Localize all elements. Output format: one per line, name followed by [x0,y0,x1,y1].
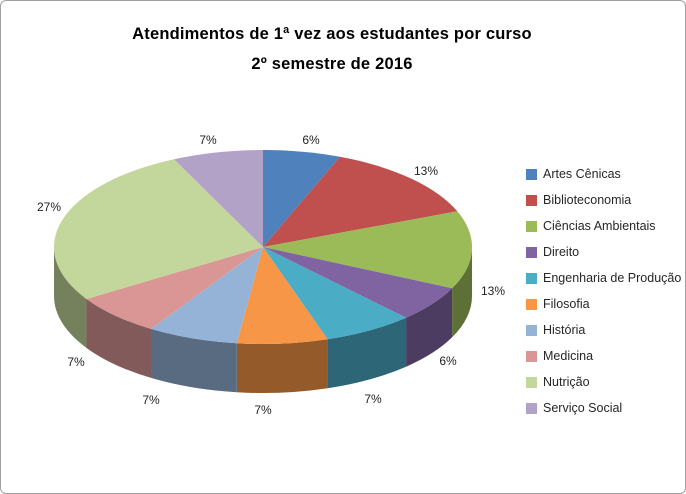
legend-swatch-servico-social [526,402,537,414]
legend-label: História [543,323,586,337]
pie-slice-filosofia[interactable] [236,247,328,345]
pie-slice-biblioteconomia[interactable] [263,156,458,247]
pie-slice-direito[interactable] [263,247,453,318]
pie-slice-ciencias-ambientais-side[interactable] [452,247,472,338]
chart-title-line2: 2º semestre de 2016 [251,55,413,73]
pie-slice-ciencias-ambientais[interactable] [263,211,472,289]
pie-slice-historia[interactable] [151,247,263,344]
data-label-artes-cenicas: 6% [302,133,320,147]
pie-slice-servico-social[interactable] [174,150,263,247]
data-label-nutricao: 27% [36,200,62,214]
legend-swatch-nutricao [526,376,537,388]
legend-swatch-engenharia-de-producao [526,272,537,284]
data-label-medicina: 7% [67,355,85,369]
legend-item-artes-cenicas[interactable]: Artes Cênicas [526,161,681,187]
pie-slice-direito-side[interactable] [406,288,453,367]
legend-swatch-filosofia [526,298,537,310]
pie-slice-medicina-side[interactable] [86,298,152,378]
pie-slice-engenharia-de-producao-side[interactable] [327,317,407,389]
pie-slice-artes-cenicas[interactable] [263,150,340,247]
chart-title-line1: Atendimentos de 1ª vez aos estudantes po… [132,25,532,43]
legend-swatch-direito [526,246,537,258]
pie-slice-historia-side[interactable] [151,328,237,393]
legend-item-servico-social[interactable]: Serviço Social [526,395,681,421]
legend-label: Medicina [543,349,594,363]
data-label-engenharia-de-producao: 7% [364,392,382,406]
chart-title: Atendimentos de 1ª vez aos estudantes po… [1,19,663,79]
legend: Artes Cênicas Biblioteconomia Ciências Amb… [526,161,681,421]
legend-label: Ciências Ambientais [543,219,656,233]
legend-item-filosofia[interactable]: Filosofia [526,291,681,317]
legend-label: Filosofia [543,297,590,311]
legend-swatch-artes-cenicas [526,168,537,180]
data-label-direito: 6% [439,354,457,368]
legend-label: Direito [543,245,580,259]
legend-item-biblioteconomia[interactable]: Biblioteconomia [526,187,681,213]
legend-item-ciencias-ambientais[interactable]: Ciências Ambientais [526,213,681,239]
data-label-biblioteconomia: 13% [413,164,439,178]
legend-swatch-historia [526,324,537,336]
legend-swatch-biblioteconomia [526,194,537,206]
legend-label: Biblioteconomia [543,193,632,207]
data-label-ciencias-ambientais: 13% [480,284,506,298]
legend-swatch-medicina [526,350,537,362]
legend-item-nutricao[interactable]: Nutrição [526,369,681,395]
pie-slice-engenharia-de-producao[interactable] [263,247,407,340]
data-label-servico-social: 7% [199,133,217,147]
legend-label: Serviço Social [543,401,623,415]
legend-item-historia[interactable]: História [526,317,681,343]
legend-item-medicina[interactable]: Medicina [526,343,681,369]
legend-swatch-ciencias-ambientais [526,220,537,232]
data-label-historia: 7% [142,393,160,407]
legend-label: Nutrição [543,375,590,389]
legend-item-direito[interactable]: Direito [526,239,681,265]
legend-label: Engenharia de Produção [543,271,682,285]
legend-item-engenharia-de-producao[interactable]: Engenharia de Produção [526,265,681,291]
pie-slice-nutricao-side[interactable] [54,247,87,348]
pie-slice-medicina[interactable] [86,247,263,329]
pie-slice-filosofia-side[interactable] [236,339,328,393]
data-label-filosofia: 7% [254,403,272,417]
pie-slice-nutricao[interactable] [54,159,263,299]
legend-label: Artes Cênicas [543,167,621,181]
